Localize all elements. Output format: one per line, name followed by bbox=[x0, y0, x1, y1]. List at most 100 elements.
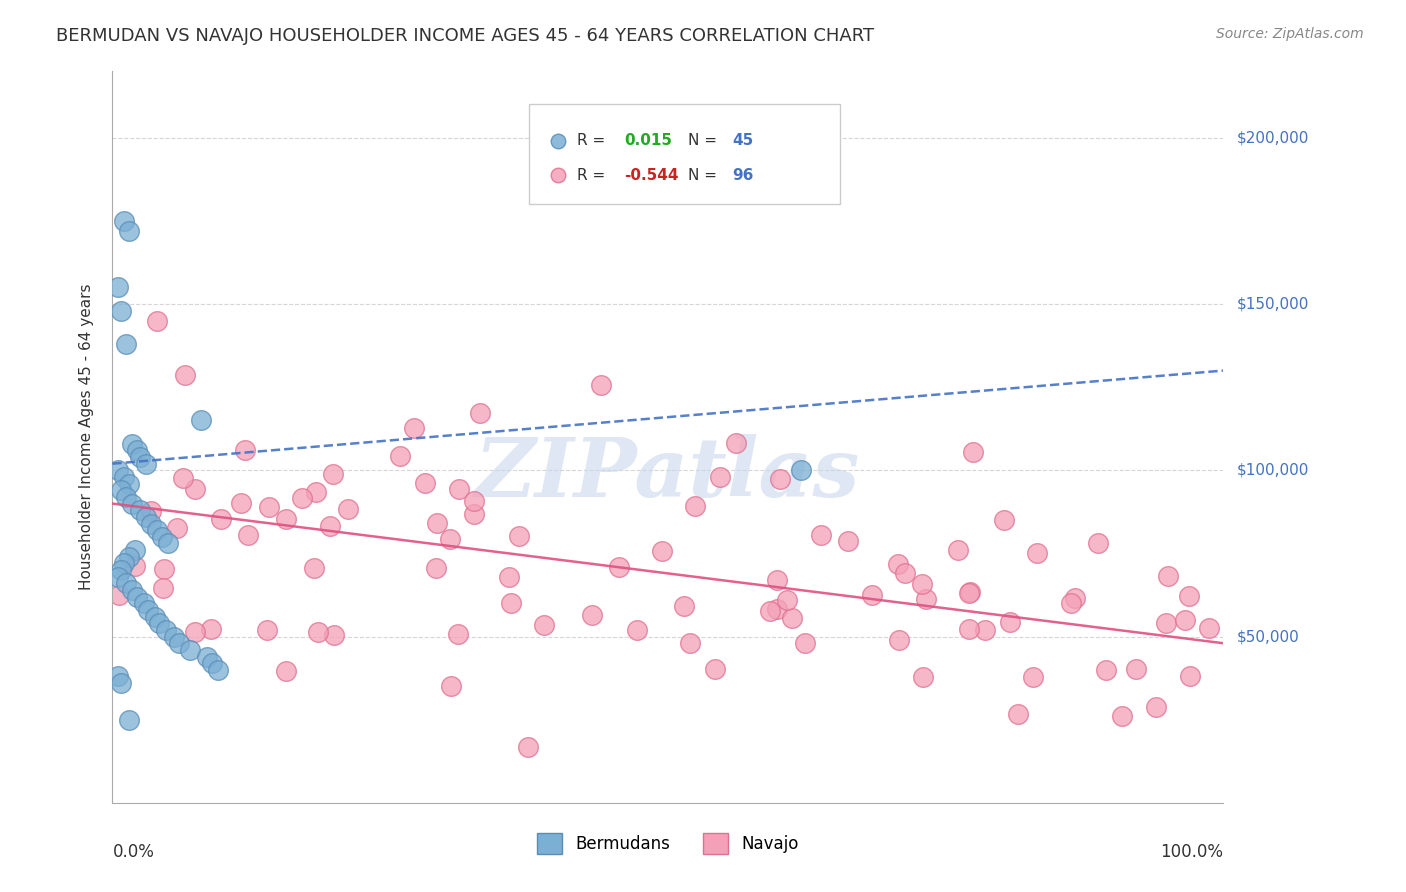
Point bbox=[118, 476, 141, 491]
Point bbox=[1000, 615, 1022, 629]
Point bbox=[190, 413, 212, 427]
Text: -0.544: -0.544 bbox=[624, 168, 679, 183]
Point bbox=[1095, 663, 1118, 677]
Point bbox=[993, 513, 1015, 527]
Point bbox=[118, 224, 141, 238]
Point bbox=[1022, 670, 1045, 684]
Point bbox=[463, 494, 485, 508]
Point bbox=[508, 528, 530, 542]
Point bbox=[179, 643, 201, 657]
FancyBboxPatch shape bbox=[529, 103, 839, 204]
Point bbox=[1174, 613, 1197, 627]
Point bbox=[152, 530, 174, 544]
Point bbox=[305, 484, 328, 499]
Point bbox=[911, 670, 934, 684]
Point bbox=[685, 499, 707, 513]
Point bbox=[413, 476, 436, 491]
Point bbox=[1026, 546, 1049, 560]
Point bbox=[957, 622, 980, 636]
Point bbox=[112, 470, 135, 484]
Text: BERMUDAN VS NAVAJO HOUSEHOLDER INCOME AGES 45 - 64 YEARS CORRELATION CHART: BERMUDAN VS NAVAJO HOUSEHOLDER INCOME AG… bbox=[56, 27, 875, 45]
Point bbox=[1111, 709, 1133, 723]
Point bbox=[124, 558, 146, 573]
Point bbox=[114, 490, 136, 504]
Point bbox=[1144, 700, 1167, 714]
Text: $150,000: $150,000 bbox=[1237, 297, 1309, 311]
Point bbox=[776, 593, 799, 607]
Point bbox=[257, 500, 280, 514]
Point bbox=[304, 560, 326, 574]
Point bbox=[1178, 589, 1201, 603]
Point bbox=[914, 592, 936, 607]
Point bbox=[125, 590, 148, 604]
Point bbox=[155, 623, 177, 637]
Point bbox=[959, 585, 981, 599]
Point bbox=[581, 608, 603, 623]
Point bbox=[893, 566, 915, 580]
Point bbox=[1198, 621, 1220, 635]
Text: R =: R = bbox=[576, 168, 610, 183]
Point bbox=[114, 576, 136, 591]
Point bbox=[136, 603, 159, 617]
Point bbox=[1007, 706, 1029, 721]
Point bbox=[426, 516, 449, 530]
Point bbox=[957, 586, 980, 600]
Point bbox=[183, 482, 205, 496]
Point bbox=[1157, 569, 1180, 583]
Point bbox=[440, 680, 463, 694]
Point bbox=[172, 471, 194, 485]
Point bbox=[709, 470, 731, 484]
Point bbox=[118, 549, 141, 564]
Point bbox=[1125, 662, 1147, 676]
Point bbox=[195, 649, 218, 664]
Point bbox=[793, 636, 815, 650]
Point bbox=[107, 588, 129, 602]
Point bbox=[886, 557, 908, 571]
Point bbox=[447, 482, 470, 496]
Point bbox=[152, 581, 174, 595]
Point bbox=[291, 491, 314, 505]
Point bbox=[129, 450, 152, 464]
Text: 0.0%: 0.0% bbox=[112, 843, 155, 861]
Point bbox=[946, 542, 969, 557]
Point bbox=[837, 534, 859, 549]
Point bbox=[1087, 535, 1109, 549]
Point bbox=[322, 467, 344, 482]
Point bbox=[153, 562, 176, 576]
Point bbox=[887, 633, 910, 648]
Point bbox=[337, 502, 360, 516]
Text: $200,000: $200,000 bbox=[1237, 130, 1309, 145]
Point bbox=[135, 509, 157, 524]
Point bbox=[107, 669, 129, 683]
Point bbox=[679, 636, 702, 650]
Point bbox=[319, 519, 342, 533]
Point bbox=[591, 377, 613, 392]
Point bbox=[463, 508, 485, 522]
Point bbox=[167, 636, 190, 650]
Point bbox=[766, 602, 789, 616]
Point bbox=[274, 664, 297, 678]
Point bbox=[173, 368, 195, 382]
Point bbox=[132, 596, 155, 610]
Point bbox=[256, 623, 278, 637]
Point bbox=[201, 656, 224, 670]
Point bbox=[790, 463, 813, 477]
Point bbox=[911, 576, 934, 591]
Point bbox=[107, 280, 129, 294]
Point bbox=[517, 740, 540, 755]
Point bbox=[651, 543, 673, 558]
Point bbox=[468, 406, 491, 420]
Point bbox=[704, 662, 727, 676]
Text: N =: N = bbox=[688, 168, 721, 183]
Point bbox=[233, 442, 256, 457]
Point bbox=[236, 527, 259, 541]
Text: 96: 96 bbox=[733, 168, 754, 183]
Text: 45: 45 bbox=[733, 133, 754, 148]
Point bbox=[307, 624, 329, 639]
Point bbox=[498, 570, 520, 584]
Point bbox=[125, 443, 148, 458]
Point bbox=[1063, 591, 1085, 606]
Point bbox=[110, 563, 132, 577]
Point bbox=[447, 627, 470, 641]
Point bbox=[765, 573, 787, 587]
